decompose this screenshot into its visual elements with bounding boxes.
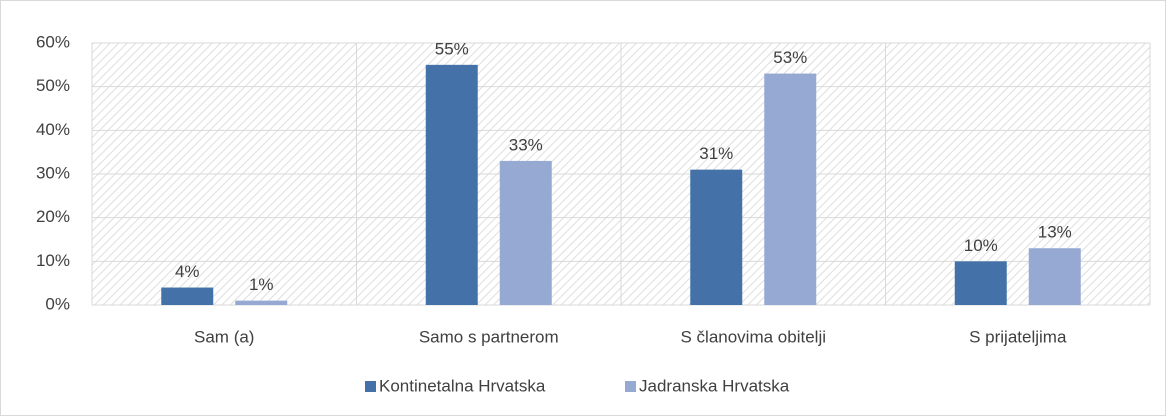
bar (499, 160, 552, 305)
bar (954, 261, 1007, 305)
bar (235, 300, 288, 305)
data-label: 33% (509, 135, 543, 154)
y-tick-label: 20% (36, 207, 70, 226)
data-label: 55% (435, 39, 469, 58)
y-tick-label: 60% (36, 32, 70, 51)
y-tick-label: 40% (36, 120, 70, 139)
legend-swatch (365, 381, 376, 392)
data-label: 1% (249, 275, 274, 294)
data-label: 31% (699, 144, 733, 163)
y-tick-label: 30% (36, 163, 70, 182)
x-tick-label: Sam (a) (194, 327, 254, 346)
x-tick-label: S prijateljima (969, 327, 1067, 346)
data-label: 10% (964, 236, 998, 255)
legend-swatch (625, 381, 636, 392)
y-tick-label: 50% (36, 76, 70, 95)
data-label: 13% (1038, 223, 1072, 242)
x-tick-label: S članovima obitelji (680, 327, 826, 346)
bar (690, 169, 743, 305)
bar (425, 64, 478, 305)
legend-label: Jadranska Hrvatska (639, 376, 790, 395)
data-label: 53% (773, 48, 807, 67)
y-tick-label: 10% (36, 251, 70, 270)
y-tick-label: 0% (45, 294, 70, 313)
bar (1028, 248, 1081, 305)
legend-label: Kontinetalna Hrvatska (379, 376, 546, 395)
bar (764, 73, 817, 305)
data-label: 4% (175, 262, 200, 281)
x-tick-label: Samo s partnerom (419, 327, 559, 346)
bar (161, 287, 214, 305)
